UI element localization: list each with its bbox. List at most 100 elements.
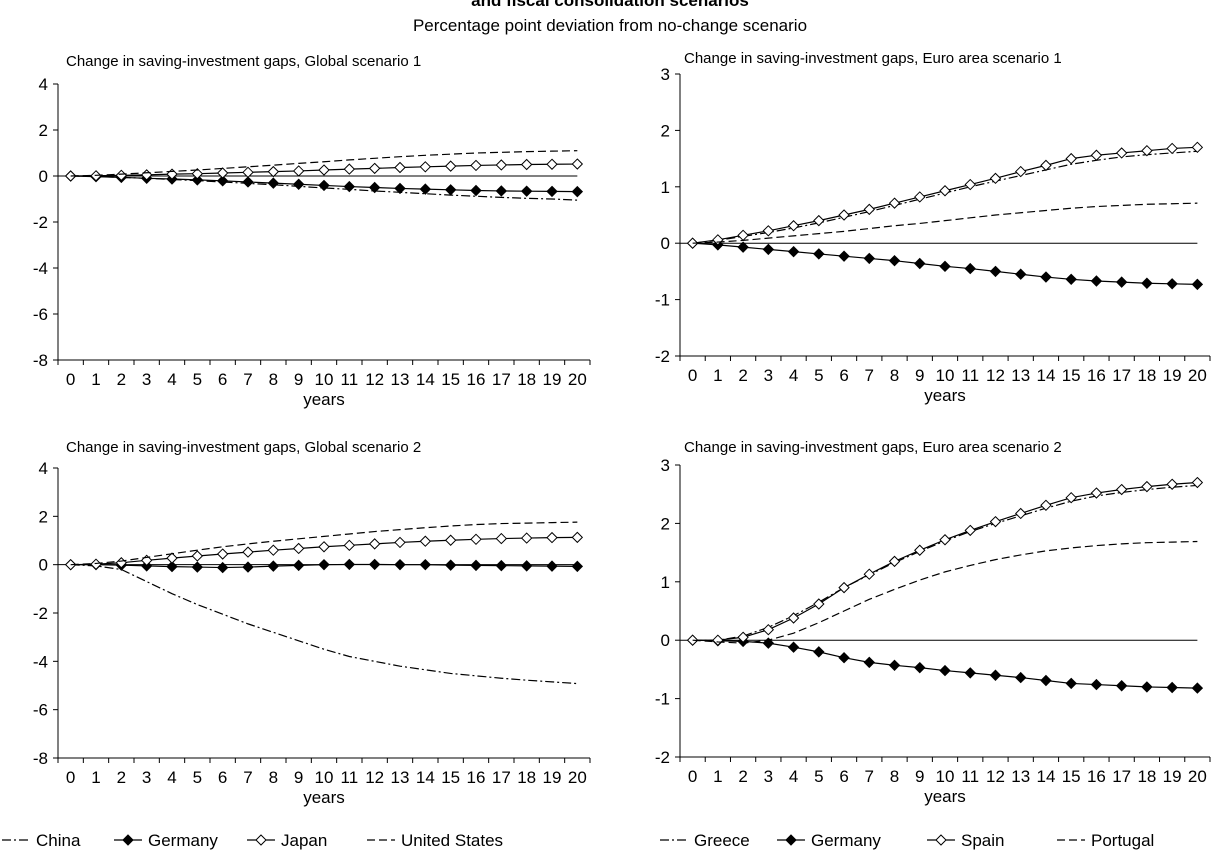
legend-label: United States [401,831,503,850]
data-point [216,561,229,574]
series-line [70,521,578,566]
series-line [70,564,578,685]
x-tick-label: 12 [986,767,1005,786]
data-point [242,166,254,179]
data-point [838,250,850,262]
x-tick-label: 9 [915,767,924,786]
data-point [1191,682,1204,694]
x-tick-label: 18 [1137,767,1156,786]
data-point [1065,677,1077,690]
data-point [863,203,875,216]
data-point [216,548,229,560]
x-tick-label: 17 [1112,767,1131,786]
data-point [444,559,457,571]
figure-title-line1: and fiscal consolidation scenarios [471,0,749,10]
series-line [692,484,1198,641]
data-point [888,197,901,209]
chart-title: Change in saving-investment gaps, Global… [66,53,421,70]
data-point [546,531,558,544]
data-point [292,542,305,555]
data-point [914,544,926,556]
data-point [318,179,330,192]
data-point [394,558,406,571]
data-point [914,257,926,270]
x-axis-label: years [303,390,345,409]
data-point [787,612,800,624]
x-tick-label: 14 [416,370,435,389]
data-point [166,552,178,564]
x-tick-label: 19 [1163,366,1182,385]
data-point [1040,159,1052,172]
legend-marker [935,834,947,846]
data-point [1115,147,1128,159]
y-tick-label: -2 [655,347,670,366]
data-point [191,550,204,562]
data-point [470,159,482,172]
data-point [318,541,330,553]
series-portugal [692,202,1198,244]
data-point [1115,483,1128,496]
x-tick-label: 3 [142,370,151,389]
series-line [692,540,1198,644]
data-point [1141,144,1153,157]
x-tick-label: 6 [839,366,848,385]
legend-marker [785,834,797,846]
y-tick-label: -4 [33,259,48,278]
data-point [368,538,381,550]
data-point [368,558,381,571]
data-point [1166,142,1178,155]
x-tick-label: 1 [91,768,100,787]
data-point [571,158,584,170]
x-tick-label: 6 [839,767,848,786]
chart-panel-3: Change in saving-investment gaps, Global… [33,439,591,807]
x-tick-label: 10 [315,370,334,389]
data-point [368,162,381,175]
data-point [1090,275,1103,287]
data-point [787,641,800,653]
x-tick-label: 10 [936,366,955,385]
y-tick-label: -8 [33,351,48,370]
data-point [1191,278,1204,291]
x-axis-label: years [924,386,966,405]
x-tick-label: 0 [688,767,697,786]
legend-marker [255,834,267,846]
data-point [571,531,584,544]
data-point [444,534,457,546]
x-tick-label: 17 [492,370,511,389]
x-tick-label: 14 [416,768,435,787]
x-tick-label: 0 [66,370,75,389]
series-china [70,564,578,685]
data-point [470,559,482,572]
x-tick-label: 13 [1011,767,1030,786]
y-tick-label: 3 [661,65,670,84]
data-point [1015,165,1027,178]
data-point [989,265,1002,278]
x-tick-label: 7 [243,370,252,389]
data-point [838,581,850,594]
data-point [444,160,457,172]
data-point [762,623,775,636]
data-point [989,515,1002,528]
x-tick-label: 2 [738,366,747,385]
x-tick-label: 15 [441,768,460,787]
data-point [787,220,800,232]
legend-global: China Germany Japan United States [2,831,503,850]
data-point [787,245,800,258]
data-point [813,248,825,260]
x-tick-label: 7 [243,768,252,787]
x-tick-label: 12 [365,370,384,389]
y-tick-label: -4 [33,652,48,671]
x-tick-label: 20 [568,768,587,787]
data-point [520,560,533,572]
data-point [1090,487,1103,499]
x-tick-label: 8 [269,768,278,787]
y-tick-label: -2 [33,213,48,232]
x-tick-label: 14 [1036,767,1055,786]
y-tick-label: 3 [661,456,670,475]
data-point [1065,152,1077,165]
x-tick-label: 12 [986,366,1005,385]
data-point [712,634,724,646]
data-point [964,178,976,191]
data-point [216,175,229,187]
x-tick-label: 2 [117,768,126,787]
